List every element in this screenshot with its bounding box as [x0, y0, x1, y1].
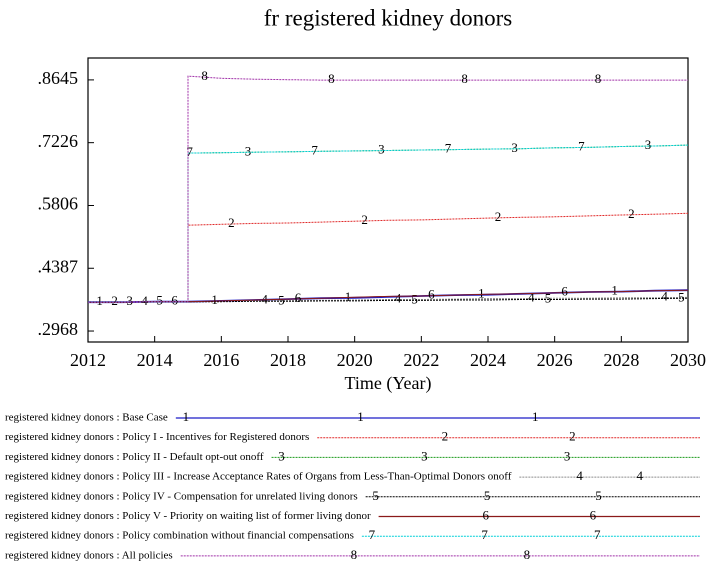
x-tick-label: 2028 — [603, 350, 639, 370]
line-marker: 3 — [645, 137, 652, 152]
series-line — [88, 144, 689, 303]
x-tick-label: 2020 — [337, 350, 373, 370]
y-tick-label: .7226 — [38, 131, 79, 151]
line-marker: 3 — [245, 143, 252, 158]
x-tick-label: 2014 — [137, 350, 173, 370]
legend-label: registered kidney donors : Policy III - … — [5, 471, 512, 483]
legend-marker: 3 — [564, 448, 571, 463]
line-marker: 7 — [186, 144, 193, 159]
plot-frame — [87, 57, 689, 343]
legend-label: registered kidney donors : Base Case — [5, 412, 168, 424]
x-tick-label: 2030 — [670, 350, 706, 370]
legend-marker: 6 — [482, 507, 489, 522]
legend-marker: 8 — [351, 547, 358, 562]
line-marker: 5 — [156, 293, 163, 308]
x-tick-label: 2026 — [537, 350, 573, 370]
x-tick-label: 2024 — [470, 350, 506, 370]
line-marker: 1 — [211, 292, 218, 307]
line-marker: 6 — [428, 287, 435, 302]
line-marker: 1 — [611, 283, 618, 298]
line-marker: 5 — [278, 292, 285, 307]
line-marker: 2 — [628, 206, 635, 221]
legend-label: registered kidney donors : Policy IV - C… — [5, 490, 358, 502]
x-tick-label: 2018 — [270, 350, 306, 370]
legend-marker: 1 — [357, 409, 364, 424]
legend-label: registered kidney donors : Policy V - Pr… — [5, 510, 371, 522]
x-axis-label: Time (Year) — [344, 373, 431, 394]
line-marker: 4 — [661, 289, 668, 304]
line-marker: 3 — [511, 140, 518, 155]
legend-marker: 4 — [576, 468, 583, 483]
line-marker: 1 — [345, 289, 352, 304]
line-marker: 5 — [411, 291, 418, 306]
y-tick-label: .2968 — [38, 319, 79, 339]
line-marker: 6 — [561, 284, 568, 299]
legend-marker: 2 — [569, 429, 576, 444]
line-marker: 8 — [461, 71, 468, 86]
legend-marker: 1 — [183, 409, 190, 424]
legend-marker: 7 — [594, 527, 601, 542]
line-marker: 4 — [395, 291, 402, 306]
x-tick-label: 2016 — [203, 350, 239, 370]
series-line — [88, 212, 689, 303]
legend-marker: 1 — [532, 409, 539, 424]
legend-marker: 3 — [421, 448, 428, 463]
x-tick-label: 2012 — [70, 350, 106, 370]
line-marker: 6 — [171, 293, 178, 308]
line-marker: 1 — [96, 293, 103, 308]
legend-marker: 3 — [278, 448, 285, 463]
line-marker: 2 — [228, 215, 235, 230]
line-marker: 5 — [678, 289, 685, 304]
y-tick-label: .8645 — [38, 68, 79, 88]
legend-marker: 6 — [590, 507, 597, 522]
line-marker: 6 — [295, 290, 302, 305]
legend-label: registered kidney donors : All policies — [5, 549, 173, 561]
line-marker: 2 — [111, 293, 118, 308]
y-tick-label: .4387 — [38, 256, 79, 276]
legend-marker: 2 — [442, 429, 449, 444]
legend-marker: 8 — [524, 547, 531, 562]
line-marker: 3 — [126, 293, 133, 308]
line-marker: 4 — [261, 292, 268, 307]
legend-label: registered kidney donors : Policy combin… — [5, 530, 354, 542]
legend-label: registered kidney donors : Policy I - In… — [5, 431, 309, 443]
legend-marker: 4 — [637, 468, 644, 483]
line-marker: 4 — [141, 293, 148, 308]
line-marker: 2 — [361, 212, 368, 227]
line-marker: 5 — [545, 291, 552, 306]
line-marker: 7 — [445, 141, 452, 156]
line-marker: 4 — [528, 289, 535, 304]
line-marker: 2 — [495, 209, 502, 224]
series-line — [88, 144, 689, 303]
line-marker: 8 — [328, 71, 335, 86]
line-marker: 7 — [578, 138, 585, 153]
legend-marker: 5 — [484, 488, 491, 503]
legend-marker: 7 — [481, 527, 488, 542]
legend-marker: 5 — [372, 488, 379, 503]
legend-marker: 5 — [595, 488, 602, 503]
line-marker: 3 — [378, 142, 385, 157]
line-marker: 7 — [311, 142, 318, 157]
series-line — [88, 75, 688, 303]
y-tick-label: .5806 — [38, 194, 79, 214]
legend-label: registered kidney donors : Policy II - D… — [5, 451, 264, 463]
line-marker: 8 — [201, 68, 208, 83]
chart-title: fr registered kidney donors — [264, 5, 513, 30]
line-marker: 1 — [478, 286, 485, 301]
x-tick-label: 2022 — [403, 350, 439, 370]
line-marker: 8 — [595, 71, 602, 86]
legend-marker: 7 — [369, 527, 376, 542]
